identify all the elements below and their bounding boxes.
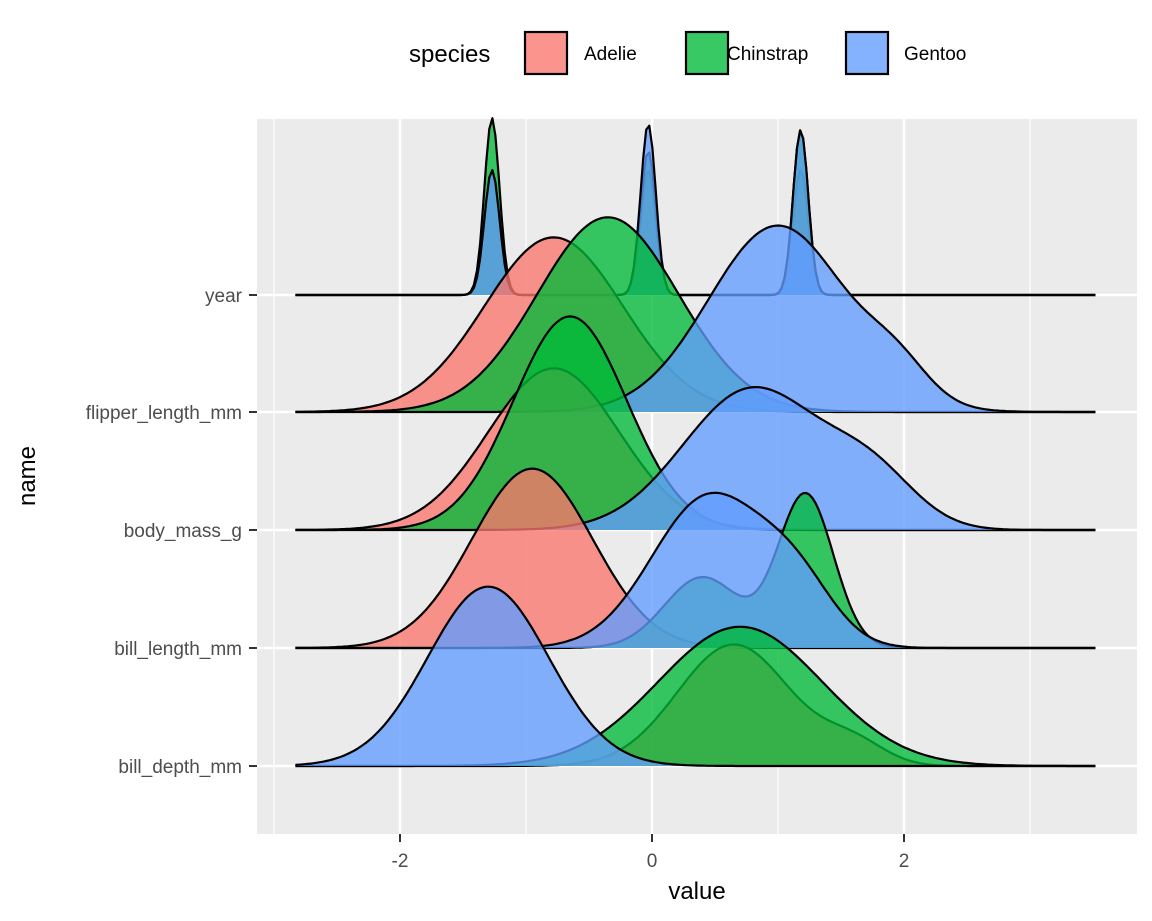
ridge-gentoo-year-outline [295, 124, 1096, 297]
x-tick-label: 0 [647, 851, 658, 872]
y-tick-label: bill_length_mm [114, 639, 242, 660]
y-tick-label: body_mass_g [124, 521, 242, 542]
legend-label-adelie: Adelie [584, 44, 637, 65]
ridge-gentoo-flipper-length-mm-fill [295, 225, 1096, 412]
y-axis: bill_depth_mm bill_length_mm body_mass_g fl… [86, 286, 257, 778]
legend-key-gentoo [844, 30, 890, 76]
legend-key-chinstrap [684, 30, 730, 76]
x-tick-label: -2 [392, 851, 409, 872]
ridge-chinstrap-flipper-length-mm-fill [295, 217, 1096, 412]
ridge-gentoo-body-mass-g-fill [295, 387, 1096, 530]
y-tick-label: bill_depth_mm [118, 757, 242, 778]
density-ridges [295, 117, 1096, 768]
y-tick-label: flipper_length_mm [86, 403, 242, 424]
legend-key-adelie [523, 30, 569, 76]
x-axis-title: value [668, 878, 725, 905]
legend-title: species [409, 41, 490, 68]
legend-label-gentoo: Gentoo [904, 44, 966, 65]
x-tick-label: 2 [899, 851, 910, 872]
ridge-gentoo-bill-depth-mm-outline [295, 585, 1096, 768]
ridge-gentoo-bill-depth-mm-fill [295, 586, 1096, 766]
ridge-chinstrap-bill-depth-mm-fill [295, 626, 1096, 766]
legend-label-chinstrap: Chinstrap [727, 44, 808, 65]
y-tick-label: year [205, 286, 243, 307]
ridge-gentoo-bill-length-mm-outline [295, 491, 1096, 650]
ridge-gentoo-flipper-length-mm-outline [295, 224, 1096, 414]
legend: species Adelie Chinstrap Gentoo [409, 30, 966, 76]
ridge-gentoo-body-mass-g-outline [295, 386, 1096, 532]
x-axis: -2 0 2 [392, 834, 910, 872]
ridge-chinstrap-body-mass-g-fill [295, 316, 1096, 530]
y-axis-title: name [14, 446, 41, 506]
ridge-gentoo-bill-length-mm-fill [295, 492, 1096, 648]
ridge-gentoo-year-fill [295, 125, 1096, 295]
